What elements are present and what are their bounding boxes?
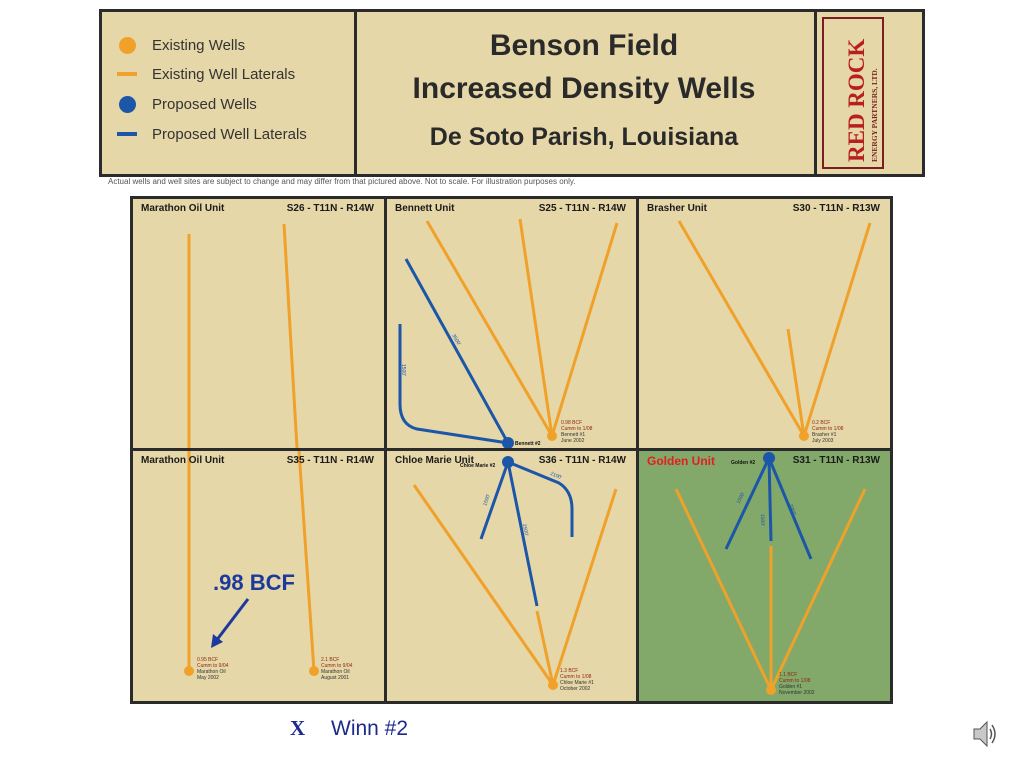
unit-name: Brasher Unit xyxy=(647,203,708,214)
proposed-lateral xyxy=(767,457,813,560)
legend-label: Existing Well Laterals xyxy=(152,65,296,83)
existing-lateral xyxy=(535,610,555,686)
legend-label: Existing Wells xyxy=(152,36,246,54)
title-line-3: De Soto Parish, Louisiana xyxy=(429,123,739,151)
winn-label: Winn #2 xyxy=(331,717,409,740)
proposed-lateral xyxy=(767,457,773,542)
existing-lateral xyxy=(677,220,806,437)
existing-well-dot-icon xyxy=(118,36,136,54)
logo-subtext: ENERGY PARTNERS, LTD. xyxy=(870,68,879,162)
well-label: 0.98 BCF Cumm to 1/08 Bennett #1 June 2002 xyxy=(561,420,593,444)
title-block: Benson Field Increased Density Wells De … xyxy=(354,12,817,174)
well-label: 1.1 BCF Cumm to 1/08 Golden #1 November 20… xyxy=(779,672,815,696)
unit-name: Bennett Unit xyxy=(395,203,455,214)
existing-lateral xyxy=(551,488,618,686)
legend-label: Proposed Wells xyxy=(152,95,257,113)
existing-lateral xyxy=(282,223,299,448)
panel-s26-marathon: Marathon Oil Unit S26 - T11N - R14W xyxy=(133,199,384,448)
existing-well xyxy=(766,685,776,695)
proposed-well-name: Bennett #2 xyxy=(515,441,541,447)
proposed-well-name: Golden #2 xyxy=(731,460,756,466)
lateral-length: 1500' xyxy=(758,513,766,527)
speaker-icon[interactable] xyxy=(972,718,998,755)
logo-text: RED ROCK xyxy=(844,39,869,162)
legend-proposed-laterals: Proposed Well Laterals xyxy=(116,122,307,146)
title-line-1: Benson Field xyxy=(489,29,679,62)
header-banner: Existing Wells Existing Well Laterals Pr… xyxy=(99,9,925,177)
well-label: 2.1 BCF Cumm to 9/04 Marathon Oil August 2… xyxy=(321,657,353,681)
proposed-lateral xyxy=(507,460,574,537)
existing-lateral xyxy=(297,451,316,672)
title-line-2: Increased Density Wells xyxy=(412,72,756,105)
existing-lateral xyxy=(425,220,554,437)
well-label: 1.3 BCF Cumm to 1/08 Chloe Marie #1 Octobe… xyxy=(560,668,594,692)
existing-lateral xyxy=(786,328,806,437)
legend-proposed-wells: Proposed Wells xyxy=(116,92,257,116)
existing-lateral xyxy=(550,222,619,437)
proposed-well-dot-icon xyxy=(118,95,136,113)
section-label: S25 - T11N - R14W xyxy=(538,203,626,214)
proposed-well xyxy=(763,452,775,464)
logo-graphic: RED ROCK ENERGY PARTNERS, LTD. xyxy=(844,39,879,162)
unit-map-grid: Marathon Oil Unit S26 - T11N - R14W Benn… xyxy=(130,196,893,704)
red-rock-logo: RED ROCK ENERGY PARTNERS, LTD. xyxy=(817,12,922,174)
unit-name: Golden Unit xyxy=(647,454,715,468)
proposed-lateral xyxy=(724,457,771,550)
annotation-arrow xyxy=(214,598,250,642)
panel-s31-golden: Golden Unit S31 - T11N - R13W Golden #2 … xyxy=(639,451,890,701)
x-marker-icon: X xyxy=(290,716,306,740)
proposed-lateral xyxy=(506,461,539,607)
well-label: 0.95 BCF Cumm to 9/04 Marathon Oil May 200… xyxy=(197,657,229,681)
legend-label: Proposed Well Laterals xyxy=(152,125,307,143)
legend-existing-wells: Existing Wells xyxy=(116,33,245,57)
disclaimer: Actual wells and well sites are subject … xyxy=(108,177,576,186)
lateral-length: 1500' xyxy=(400,363,407,377)
panel-s30-brasher: Brasher Unit S30 - T11N - R13W 0.2 BCF Cu… xyxy=(639,199,890,448)
existing-well xyxy=(548,680,558,690)
unit-name: Marathon Oil Unit xyxy=(141,455,225,466)
legend: Existing Wells Existing Well Laterals Pr… xyxy=(102,12,357,174)
section-label: S30 - T11N - R13W xyxy=(792,203,880,214)
panel-s36-chloe-marie: Chloe Marie Unit S36 - T11N - R14W Chloe… xyxy=(387,451,636,701)
proposed-lateral xyxy=(398,324,509,445)
proposed-well xyxy=(502,456,514,468)
section-label: S26 - T11N - R14W xyxy=(286,203,374,214)
proposed-lateral xyxy=(404,258,510,444)
section-label: S36 - T11N - R14W xyxy=(538,455,626,466)
existing-lateral xyxy=(412,484,555,686)
legend-existing-laterals: Existing Well Laterals xyxy=(116,62,295,86)
section-label: S31 - T11N - R13W xyxy=(792,455,880,466)
section-label: S35 - T11N - R14W xyxy=(286,455,374,466)
existing-well xyxy=(799,431,809,441)
unit-name: Chloe Marie Unit xyxy=(395,455,474,466)
existing-well xyxy=(184,666,194,676)
existing-lateral xyxy=(674,488,773,691)
proposed-lateral xyxy=(479,461,510,540)
proposed-lateral-line-icon xyxy=(117,132,137,136)
arrow-head-icon xyxy=(211,634,223,648)
well-label: 0.2 BCF Cumm to 1/08 Brasher #1 July 2003 xyxy=(812,420,844,444)
existing-well xyxy=(309,666,319,676)
existing-lateral xyxy=(769,488,867,691)
proposed-well xyxy=(502,437,514,448)
existing-lateral xyxy=(802,222,872,437)
bcf-annotation: .98 BCF xyxy=(213,570,295,595)
existing-lateral-line-icon xyxy=(117,72,137,76)
panel-s25-bennett: Bennett Unit S25 - T11N - R14W 0.98 BCF C… xyxy=(387,199,636,448)
existing-well xyxy=(547,431,557,441)
proposed-well-name: Chloe Marie #2 xyxy=(460,463,496,469)
logo-frame xyxy=(822,17,884,169)
unit-name: Marathon Oil Unit xyxy=(141,203,225,214)
panel-s35-marathon: Marathon Oil Unit S35 - T11N - R14W 0.95… xyxy=(133,451,384,701)
existing-lateral xyxy=(518,218,554,437)
